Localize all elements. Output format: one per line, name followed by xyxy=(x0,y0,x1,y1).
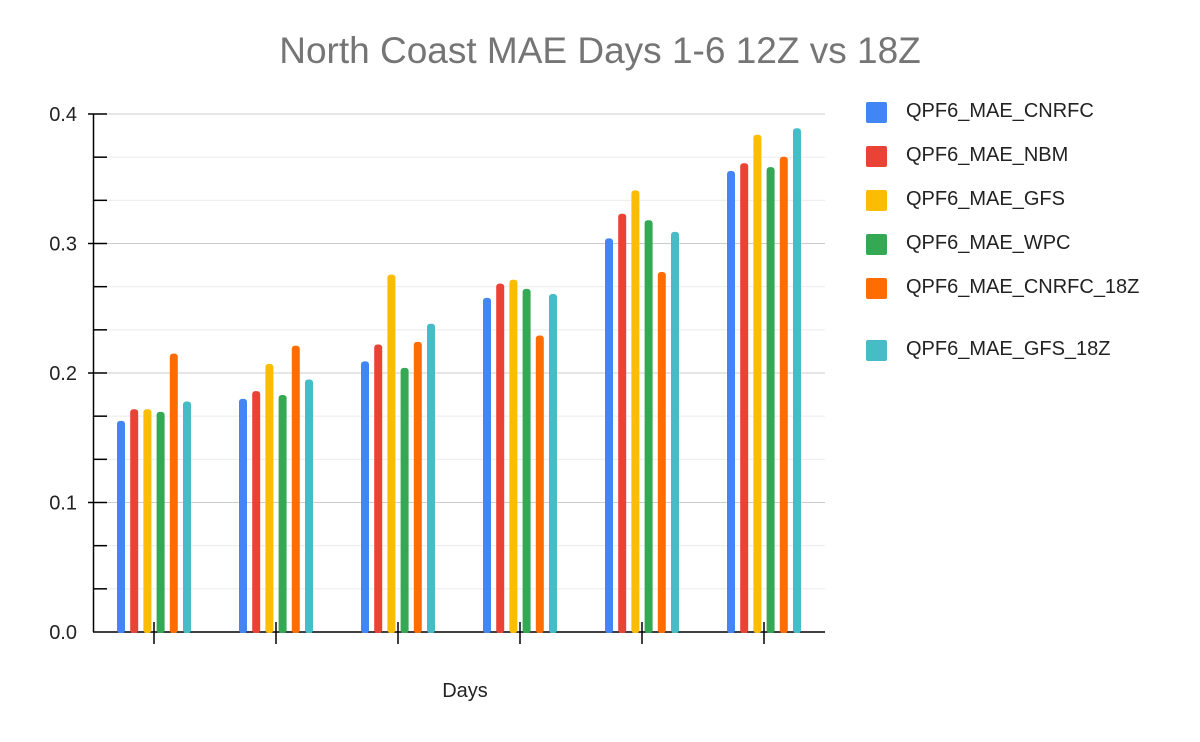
bar-qpf6-mae-cnrfc-day-6 xyxy=(727,170,735,634)
bar-qpf6-mae-nbm-day-5 xyxy=(618,213,627,633)
bar-qpf6-mae-cnrfc-18z-day-3 xyxy=(413,341,422,633)
legend-swatch xyxy=(866,102,887,123)
legend-label: QPF6_MAE_GFS_18Z xyxy=(906,338,1111,360)
chart-title: North Coast MAE Days 1-6 12Z vs 18Z xyxy=(279,30,921,71)
x-axis-label: Days xyxy=(442,680,488,702)
bar-qpf6-mae-gfs-18z-day-6 xyxy=(793,128,801,633)
bar-qpf6-mae-gfs-day-4 xyxy=(509,279,518,633)
bar-qpf6-mae-wpc-day-1 xyxy=(156,411,165,633)
bar-qpf6-mae-cnrfc-18z-day-4 xyxy=(535,335,544,633)
bar-qpf6-mae-wpc-day-4 xyxy=(522,288,531,633)
legend-label: QPF6_MAE_WPC xyxy=(906,232,1071,254)
bar-qpf6-mae-gfs-day-3 xyxy=(387,274,396,633)
y-tick-label: 0.3 xyxy=(49,234,77,256)
bar-qpf6-mae-cnrfc-day-5 xyxy=(605,238,613,633)
bar-qpf6-mae-cnrfc-18z-day-5 xyxy=(657,271,666,633)
legend-swatch xyxy=(866,278,887,299)
bar-qpf6-mae-gfs-18z-day-5 xyxy=(671,231,679,633)
legend-swatch xyxy=(866,146,887,167)
legend-item: QPF6_MAE_CNRFC xyxy=(866,98,1186,142)
legend-label: QPF6_MAE_CNRFC xyxy=(906,100,1094,122)
bar-qpf6-mae-gfs-day-6 xyxy=(753,134,762,633)
bar-qpf6-mae-cnrfc-day-1 xyxy=(117,420,125,633)
bar-qpf6-mae-cnrfc-18z-day-1 xyxy=(169,353,178,633)
bar-qpf6-mae-nbm-day-3 xyxy=(374,344,383,633)
bar-qpf6-mae-gfs-18z-day-2 xyxy=(305,379,313,633)
bar-qpf6-mae-nbm-day-2 xyxy=(252,391,261,633)
bar-qpf6-mae-gfs-18z-day-1 xyxy=(183,401,191,633)
bar-qpf6-mae-wpc-day-3 xyxy=(400,367,409,633)
bar-qpf6-mae-nbm-day-4 xyxy=(496,283,505,633)
y-tick-label: 0.2 xyxy=(49,363,77,385)
legend-item: QPF6_MAE_GFS xyxy=(866,186,1186,230)
legend-item: QPF6_MAE_GFS_18Z xyxy=(866,336,1186,380)
bar-qpf6-mae-nbm-day-1 xyxy=(130,409,139,633)
bar-qpf6-mae-wpc-day-6 xyxy=(766,167,775,633)
bar-qpf6-mae-gfs-18z-day-3 xyxy=(427,323,435,633)
bar-qpf6-mae-gfs-day-1 xyxy=(143,409,152,633)
legend-label: QPF6_MAE_CNRFC_18Z xyxy=(906,276,1140,298)
bar-qpf6-mae-cnrfc-day-4 xyxy=(483,297,491,633)
bar-qpf6-mae-gfs-18z-day-4 xyxy=(549,294,557,633)
y-tick-label: 0.1 xyxy=(49,493,77,515)
legend-label: QPF6_MAE_GFS xyxy=(906,188,1065,210)
legend-label: QPF6_MAE_NBM xyxy=(906,144,1069,166)
bar-qpf6-mae-nbm-day-6 xyxy=(740,163,749,633)
bar-qpf6-mae-wpc-day-2 xyxy=(278,395,287,633)
legend-swatch xyxy=(866,340,887,361)
chart-legend: QPF6_MAE_CNRFC QPF6_MAE_NBM QPF6_MAE_GFS QP… xyxy=(866,98,1186,380)
legend-item: QPF6_MAE_CNRFC_18Z xyxy=(866,274,1186,336)
y-tick-label: 0.0 xyxy=(49,622,77,644)
bar-qpf6-mae-gfs-day-5 xyxy=(631,190,640,633)
legend-item: QPF6_MAE_WPC xyxy=(866,230,1186,274)
bar-qpf6-mae-cnrfc-day-3 xyxy=(361,361,369,633)
bar-qpf6-mae-gfs-day-2 xyxy=(265,363,274,633)
bar-qpf6-mae-cnrfc-day-2 xyxy=(239,398,247,633)
bar-qpf6-mae-cnrfc-18z-day-2 xyxy=(291,345,300,633)
legend-item: QPF6_MAE_NBM xyxy=(866,142,1186,186)
bar-qpf6-mae-cnrfc-18z-day-6 xyxy=(779,156,788,634)
legend-swatch xyxy=(866,190,887,211)
legend-swatch xyxy=(866,234,887,255)
bar-qpf6-mae-wpc-day-5 xyxy=(644,220,653,633)
y-tick-label: 0.4 xyxy=(49,104,77,126)
